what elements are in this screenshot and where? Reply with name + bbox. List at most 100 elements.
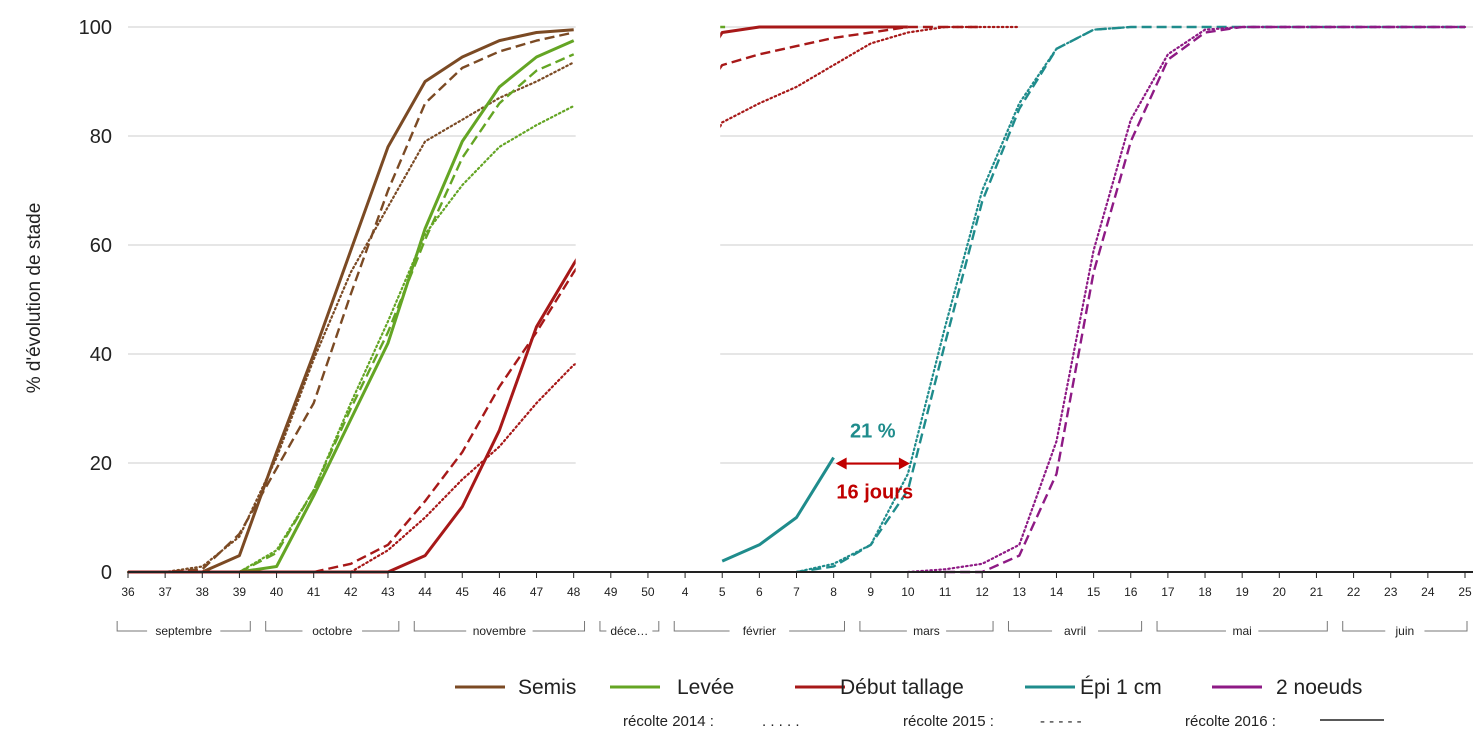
legend-year-sample: - - - - - — [1040, 713, 1082, 730]
x-tick-label: 20 — [1273, 585, 1287, 599]
x-tick-label: 18 — [1198, 585, 1212, 599]
x-tick-label: 13 — [1013, 585, 1027, 599]
annotation-arrowhead-right — [898, 457, 910, 470]
x-tick-label: 12 — [976, 585, 990, 599]
x-tick-label: 47 — [530, 585, 544, 599]
y-tick-label: 100 — [79, 17, 112, 39]
x-tick-label: 42 — [344, 585, 358, 599]
month-bracket — [362, 621, 400, 632]
x-tick-label: 8 — [830, 585, 837, 599]
y-axis-label: % d'évolution de stade — [24, 203, 45, 394]
x-tick-label: 23 — [1384, 585, 1398, 599]
legend-label: Levée — [677, 676, 734, 699]
legend-year-label: récolte 2014 : — [623, 713, 714, 730]
legend-year-label: récolte 2015 : — [903, 713, 994, 730]
annotations: 21 % 16 jours — [835, 421, 913, 504]
x-tick-label: 39 — [233, 585, 247, 599]
month-label: novembre — [473, 624, 527, 638]
series-line-9 — [721, 456, 835, 563]
month-bracket — [946, 621, 994, 632]
legend-label: Début tallage — [840, 676, 964, 699]
month-bracket — [220, 621, 251, 632]
x-axis: 36 37 38 39 40 41 42 43 44 45 46 47 48 49 50 4 5 6 7 8 9 10 11… — [121, 571, 1473, 599]
x-tick-label: 14 — [1050, 585, 1064, 599]
series-lines — [126, 25, 1467, 574]
x-tick-label: 48 — [567, 585, 581, 599]
month-label: avril — [1064, 624, 1086, 638]
y-tick-label: 80 — [90, 126, 112, 148]
month-bracket — [673, 621, 730, 632]
month-bracket — [1098, 621, 1143, 632]
x-tick-label: 21 — [1310, 585, 1324, 599]
legend: Semis Levée Début tallage Épi 1 cm 2 noeudsr… — [455, 676, 1384, 730]
series-line-1 — [128, 31, 574, 574]
y-tick-label: 60 — [90, 235, 112, 257]
x-tick-label: 49 — [604, 585, 618, 599]
x-tick-label: 10 — [901, 585, 915, 599]
month-bracket — [789, 621, 845, 632]
series-line-8 — [349, 25, 1021, 574]
x-tick-label: 7 — [793, 585, 800, 599]
legend-label: Semis — [518, 676, 576, 699]
month-label: juin — [1395, 624, 1415, 638]
month-bracket — [1424, 621, 1468, 632]
series-line-7 — [313, 25, 983, 574]
month-bracket — [1342, 621, 1386, 632]
x-tick-label: 22 — [1347, 585, 1361, 599]
legend-label: 2 noeuds — [1276, 676, 1362, 699]
x-tick-label: 40 — [270, 585, 284, 599]
x-tick-label: 46 — [493, 585, 507, 599]
month-label: déce… — [610, 624, 648, 638]
series-line-0 — [128, 28, 574, 574]
series-line-6 — [128, 25, 908, 574]
x-tick-label: 5 — [719, 585, 726, 599]
series-line-13 — [906, 25, 1467, 574]
annotation-duration: 16 jours — [836, 482, 913, 504]
y-tick-label: 20 — [90, 453, 112, 475]
month-bracket — [859, 621, 907, 632]
month-bracket — [413, 621, 467, 632]
x-tick-label: 44 — [418, 585, 432, 599]
x-tick-label: 17 — [1161, 585, 1175, 599]
y-axis-ticks: 0 20 40 60 80 100 — [79, 17, 112, 584]
y-tick-label: 40 — [90, 344, 112, 366]
x-tick-label: 41 — [307, 585, 321, 599]
series-line-3 — [239, 39, 575, 574]
month-bracket — [1007, 621, 1053, 632]
y-tick-label: 0 — [101, 562, 112, 584]
x-tick-label: 15 — [1087, 585, 1101, 599]
x-tick-label: 6 — [756, 585, 763, 599]
month-label: mai — [1232, 624, 1251, 638]
grid — [128, 26, 1473, 573]
month-bracket — [532, 621, 586, 632]
x-tick-label: 4 — [682, 585, 689, 599]
month-label: février — [743, 624, 776, 638]
month-bracket — [265, 621, 303, 632]
month-bracket — [599, 621, 607, 632]
x-tick-label: 43 — [381, 585, 395, 599]
series-line-12 — [945, 25, 1465, 574]
winter-gap — [575, 23, 721, 569]
x-tick-label: 25 — [1458, 585, 1472, 599]
series-line-11 — [795, 25, 1132, 574]
x-tick-label: 19 — [1235, 585, 1249, 599]
legend-year-sample: . . . . . — [762, 713, 800, 730]
x-tick-label: 11 — [939, 585, 952, 599]
month-bracket — [1156, 621, 1226, 632]
series-line-2 — [126, 61, 575, 574]
x-tick-label: 16 — [1124, 585, 1138, 599]
x-tick-label: 9 — [867, 585, 874, 599]
x-tick-label: 37 — [158, 585, 172, 599]
series-line-5 — [238, 104, 575, 574]
x-tick-label: 50 — [641, 585, 655, 599]
month-bracket — [652, 621, 660, 632]
x-tick-label: 24 — [1421, 585, 1435, 599]
annotation-percent: 21 % — [850, 421, 896, 443]
month-labels: septembre octobre novembre déce… février mars… — [116, 621, 1468, 638]
legend-year-label: récolte 2016 : — [1185, 713, 1276, 730]
x-tick-label: 36 — [121, 585, 135, 599]
month-label: mars — [913, 624, 940, 638]
legend-label: Épi 1 cm — [1080, 676, 1162, 699]
annotation-arrowhead-left — [835, 457, 847, 470]
